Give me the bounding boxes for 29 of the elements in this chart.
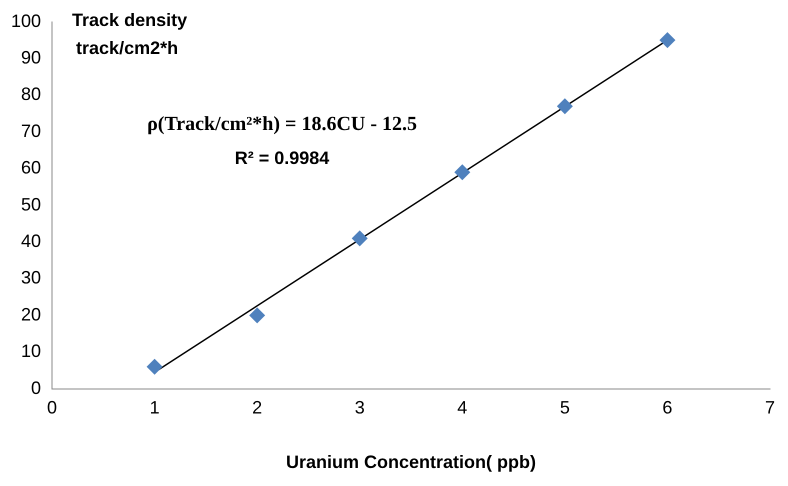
point (556, 98, 573, 114)
x-tick-label: 7 (764, 398, 776, 418)
x-tick-label: 5 (560, 398, 570, 418)
annotation: ρ(Track/cm²*h) = 18.6CU - 12.5 (147, 112, 417, 135)
y-tick-label: 80 (21, 84, 42, 104)
x-tick-label: 0 (47, 398, 58, 418)
y-tick-label: 70 (21, 120, 42, 141)
x-axis-title: Uranium Concentration( ppb) (286, 452, 536, 472)
y-tick-label: 100 (10, 10, 42, 31)
x-tick-label: 1 (150, 398, 160, 418)
point (454, 164, 470, 180)
y-tick-label: 60 (21, 158, 42, 178)
y-tick-label: 50 (21, 194, 42, 214)
annotation: R² = 0.9984 (234, 148, 330, 168)
y-tick-label: 40 (21, 230, 42, 251)
x-tick-label: 3 (354, 398, 365, 418)
x-tick-label: 4 (457, 398, 468, 418)
x-tick-label: 2 (252, 398, 262, 418)
y-tick-label: 20 (21, 304, 42, 324)
y-tick-label: 10 (21, 341, 42, 362)
point (146, 358, 163, 375)
point (659, 32, 676, 48)
y-axis-title: Track density track/cm2*h (72, 10, 188, 58)
point (249, 307, 266, 324)
y-tick-label: 30 (21, 268, 42, 288)
y-tick-label: 90 (21, 47, 42, 68)
y-tick-label: 0 (31, 378, 42, 398)
point (352, 230, 368, 246)
x-tick-label: 6 (662, 398, 672, 418)
